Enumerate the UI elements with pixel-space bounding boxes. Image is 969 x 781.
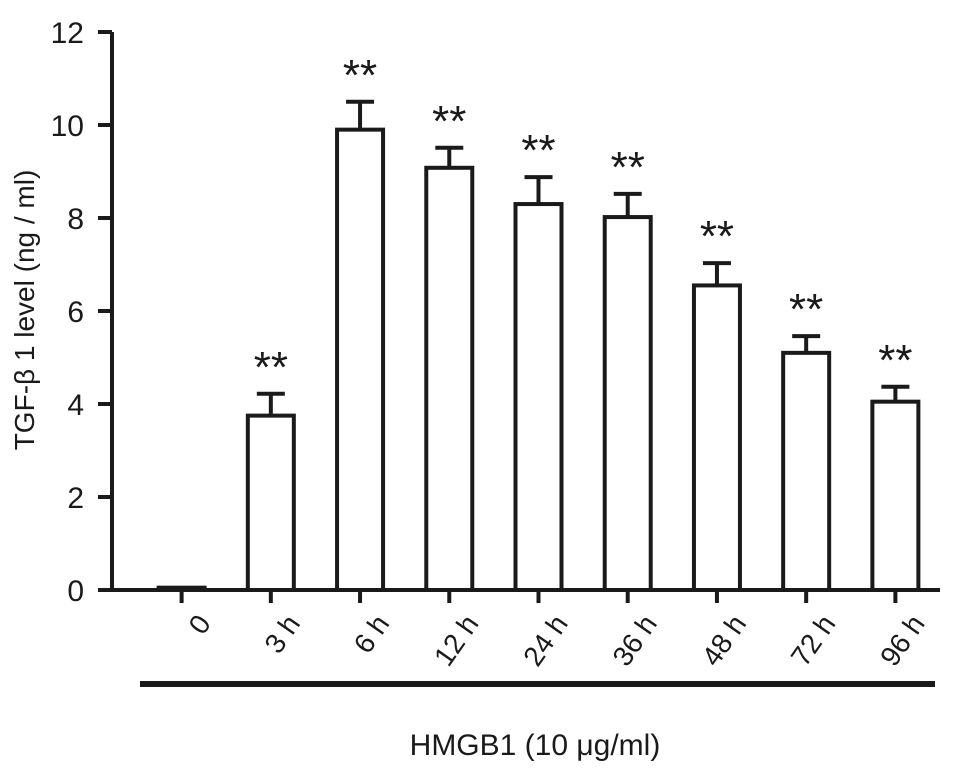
x-tick-label: 0 <box>183 609 217 640</box>
x-tick-label: 24 h <box>517 609 574 671</box>
y-tick-label: 4 <box>67 389 84 422</box>
y-tick-label: 2 <box>67 482 84 515</box>
bar <box>513 202 564 593</box>
error-bars <box>256 99 910 416</box>
y-tick-label: 12 <box>51 17 84 50</box>
significance-marker: ** <box>343 51 377 100</box>
y-axis: 0 2 4 6 8 10 12 <box>51 17 114 608</box>
x-tick-label: 3 h <box>258 609 306 659</box>
significance-marker: ** <box>700 212 734 261</box>
bars <box>156 127 921 593</box>
y-tick-label: 8 <box>67 203 84 236</box>
y-tick-label: 6 <box>67 296 84 329</box>
significance-markers: ** ** ** ** ** ** ** ** <box>254 51 913 392</box>
x-tick-label: 36 h <box>606 609 663 671</box>
bar <box>691 283 742 592</box>
y-tick-label: 10 <box>51 110 84 143</box>
group-label: HMGB1 (10 μg/ml) <box>410 729 661 762</box>
bar <box>156 585 207 592</box>
y-axis-title: TGF-β 1 level (ng / ml) <box>9 170 40 451</box>
x-tick-label: 6 h <box>348 609 396 659</box>
significance-marker: ** <box>878 336 912 385</box>
significance-marker: ** <box>611 143 645 192</box>
bar <box>335 127 386 592</box>
x-tick-label: 72 h <box>785 609 842 671</box>
significance-marker: ** <box>789 285 823 334</box>
x-axis: 0 3 h 6 h 12 h 24 h 36 h 48 h 72 h 96 h <box>112 588 940 672</box>
bar <box>870 399 921 592</box>
bar <box>424 165 475 592</box>
x-tick-label: 96 h <box>874 609 931 671</box>
y-tick-label: 0 <box>67 575 84 608</box>
bar <box>245 413 296 592</box>
significance-marker: ** <box>521 126 555 175</box>
significance-marker: ** <box>432 97 466 146</box>
x-tick-label: 12 h <box>428 609 485 671</box>
significance-marker: ** <box>254 343 288 392</box>
bar <box>602 215 653 592</box>
x-tick-label: 48 h <box>696 609 753 671</box>
bar <box>781 350 832 592</box>
